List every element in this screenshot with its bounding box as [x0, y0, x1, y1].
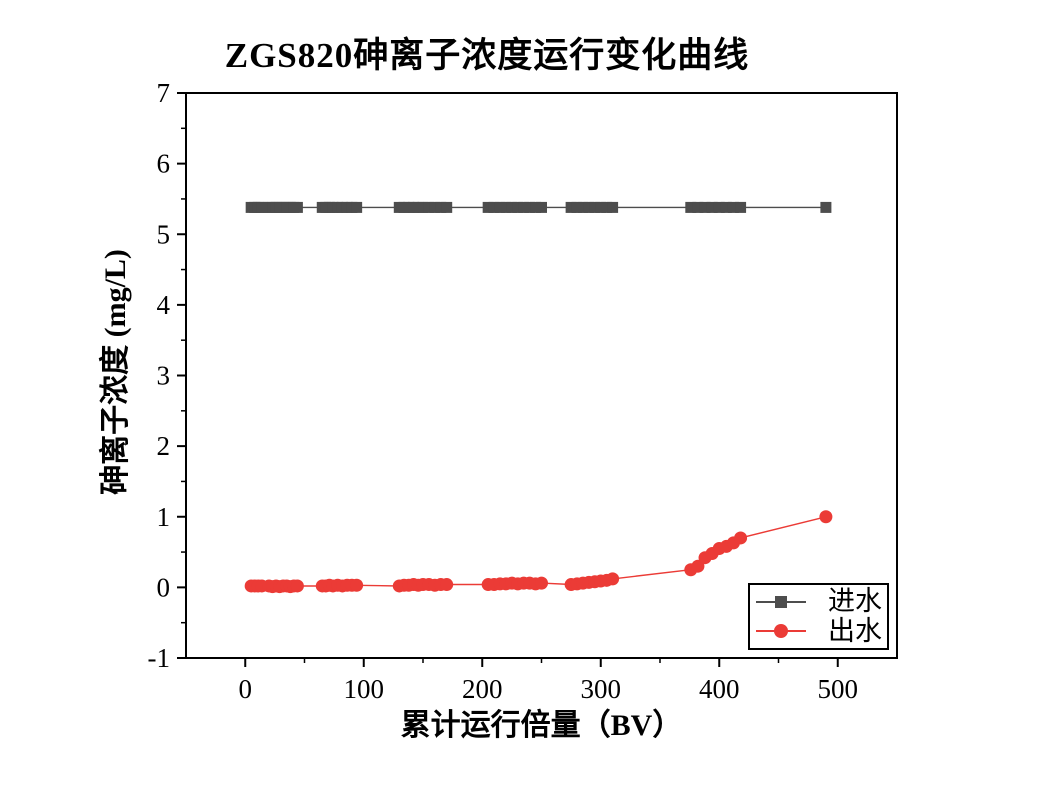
x-tick-label: 300 — [581, 674, 622, 704]
data-point-square — [351, 201, 363, 213]
plot-frame — [185, 92, 898, 659]
legend-label-influent: 进水 — [828, 586, 882, 617]
chart-title: ZGS820砷离子浓度运行变化曲线 — [224, 36, 750, 75]
y-tick-label: 6 — [157, 149, 171, 179]
legend-square-marker-icon — [756, 594, 806, 610]
data-point-square — [530, 201, 542, 213]
data-point-square — [607, 201, 619, 213]
y-axis-label: 砷离子浓度 (mg/L) — [99, 249, 132, 495]
series-line-effluent — [251, 516, 827, 588]
data-point-square — [488, 201, 500, 213]
x-tick-label: 0 — [239, 674, 253, 704]
legend-label-effluent: 出水 — [828, 615, 882, 646]
data-point-square — [429, 201, 441, 213]
data-point-square — [720, 201, 732, 213]
data-point-square — [435, 201, 447, 213]
data-point-square — [589, 201, 601, 213]
data-point-square — [423, 201, 435, 213]
data-point-square — [685, 201, 697, 213]
data-point-square — [482, 201, 494, 213]
data-point-circle — [290, 579, 304, 593]
data-point-square — [291, 201, 303, 213]
data-point-square — [500, 201, 512, 213]
data-point-square — [583, 201, 595, 213]
data-point-square — [571, 201, 583, 213]
data-point-square — [256, 201, 268, 213]
x-tick-label: 400 — [699, 674, 740, 704]
data-point-square — [577, 201, 589, 213]
legend: 进水 出水 — [748, 583, 889, 650]
data-point-square — [565, 201, 577, 213]
data-point-square — [512, 201, 524, 213]
data-point-square — [735, 201, 747, 213]
y-tick-label: 2 — [157, 431, 171, 461]
y-tick-label: 0 — [157, 572, 171, 602]
data-point-square — [417, 201, 429, 213]
data-point-circle — [819, 510, 833, 524]
data-point-square — [601, 201, 613, 213]
data-point-square — [441, 201, 453, 213]
data-point-square — [536, 201, 547, 213]
data-point-square — [692, 201, 704, 213]
data-point-square — [595, 201, 607, 213]
data-point-square — [820, 201, 832, 213]
y-tick-label: 3 — [157, 361, 171, 391]
data-point-circle — [350, 578, 364, 592]
data-point-square — [494, 201, 506, 213]
y-tick-label: 5 — [157, 219, 171, 249]
data-point-circle — [606, 572, 620, 586]
data-point-square — [506, 201, 518, 213]
data-point-square — [524, 201, 536, 213]
legend-circle-marker-icon — [756, 623, 806, 639]
data-point-square — [706, 201, 718, 213]
y-tick-label: 1 — [157, 502, 171, 532]
data-point-square — [699, 201, 711, 213]
y-tick-label: 4 — [157, 290, 171, 320]
legend-item-effluent: 出水 — [750, 617, 887, 647]
x-tick-label: 200 — [462, 674, 503, 704]
data-point-square — [518, 201, 530, 213]
circle-marker-icon — [774, 624, 788, 639]
data-point-circle — [734, 531, 748, 545]
x-axis-label: 累计运行倍量（BV） — [400, 709, 683, 742]
data-point-square — [713, 201, 725, 213]
x-tick-label: 100 — [344, 674, 385, 704]
x-tick-label: 500 — [818, 674, 859, 704]
data-point-square — [727, 201, 739, 213]
data-point-circle — [535, 576, 548, 590]
y-tick-label: 7 — [157, 78, 171, 108]
data-point-circle — [440, 578, 454, 592]
y-tick-label: -1 — [148, 643, 171, 673]
legend-item-influent: 进水 — [750, 587, 887, 617]
square-marker-icon — [775, 595, 787, 608]
